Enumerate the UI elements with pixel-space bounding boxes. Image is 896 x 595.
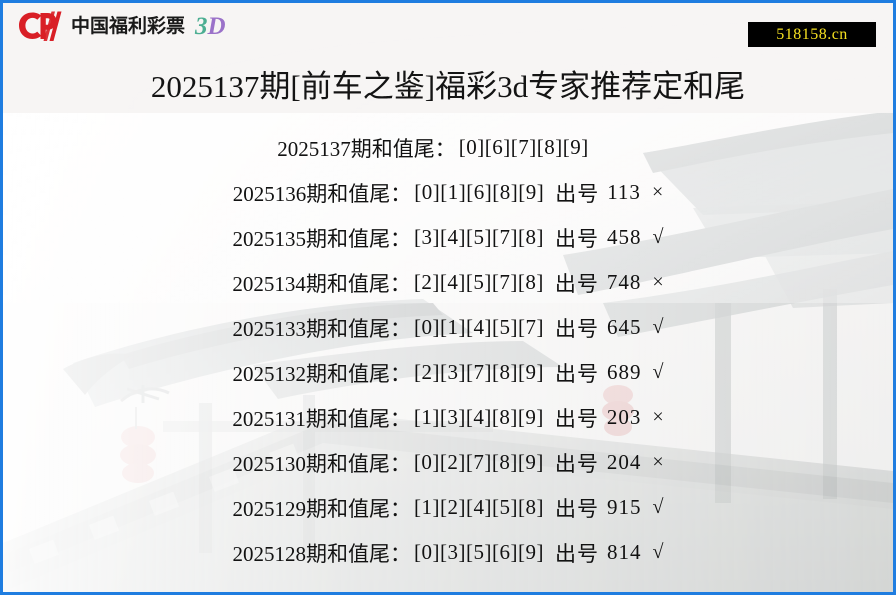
draw-label: 出号 bbox=[554, 406, 599, 431]
list-item: 2025135期和值尾 ： [3][4][5][7][8] 出号 458 √ bbox=[233, 215, 664, 260]
draw-number: 748 bbox=[606, 270, 642, 294]
result-mark: × bbox=[651, 181, 664, 203]
issue-label: 2025137期和值尾 bbox=[277, 136, 435, 161]
list-item: 2025137期和值尾 ： [0][6][7][8][9] bbox=[277, 125, 618, 170]
result-mark: √ bbox=[652, 361, 664, 383]
result-mark: × bbox=[652, 406, 664, 428]
sum-tail-values: [0][2][7][8][9] bbox=[413, 450, 544, 474]
list-item: 2025134期和值尾 ： [2][4][5][7][8] 出号 748 × bbox=[232, 260, 663, 305]
draw-number: 204 bbox=[606, 450, 642, 474]
colon: ： bbox=[390, 181, 412, 206]
colon: ： bbox=[390, 541, 412, 566]
issue-label: 2025136期和值尾 bbox=[232, 181, 391, 206]
colon: ： bbox=[390, 226, 412, 251]
list-item: 2025136期和值尾 ： [0][1][6][8][9] 出号 113 × bbox=[233, 170, 663, 215]
issue-label: 2025131期和值尾 bbox=[232, 406, 390, 431]
sum-tail-values: [0][1][4][5][7] bbox=[414, 315, 544, 339]
draw-label: 出号 bbox=[554, 451, 599, 476]
draw-number: 458 bbox=[606, 225, 642, 249]
list-item: 2025128期和值尾 ： [0][3][5][6][9] 出号 814 √ bbox=[233, 530, 664, 575]
list-item: 2025133期和值尾 ： [0][1][4][5][7] 出号 645 √ bbox=[233, 305, 664, 350]
draw-label: 出号 bbox=[554, 496, 599, 521]
site-watermark-badge[interactable]: 518158.cn bbox=[748, 22, 876, 47]
colon: ： bbox=[389, 271, 411, 296]
result-mark: √ bbox=[652, 496, 664, 518]
list-item: 2025131期和值尾 ： [1][3][4][8][9] 出号 203 × bbox=[232, 395, 663, 440]
brand-name-3d: 3D bbox=[195, 14, 226, 39]
sum-tail-values: [0][3][5][6][9] bbox=[414, 540, 544, 564]
china-welfare-lottery-logo-icon bbox=[19, 11, 62, 41]
result-mark: √ bbox=[652, 541, 664, 563]
brand-3d-digit: 3 bbox=[195, 12, 208, 40]
sum-tail-values: [1][3][4][8][9] bbox=[413, 405, 544, 429]
colon: ： bbox=[434, 136, 456, 161]
brand-logo[interactable]: 中国福利彩票 3D bbox=[17, 9, 226, 43]
issue-label: 2025135期和值尾 bbox=[232, 226, 391, 251]
issue-label: 2025128期和值尾 bbox=[232, 541, 391, 566]
issue-label: 2025133期和值尾 bbox=[232, 316, 391, 341]
sum-tail-values: [0][6][7][8][9] bbox=[458, 135, 589, 159]
draw-label: 出号 bbox=[554, 226, 599, 251]
list-item: 2025129期和值尾 ： [1][2][4][5][8] 出号 915 √ bbox=[233, 485, 664, 530]
draw-number: 814 bbox=[606, 540, 642, 564]
sum-tail-values: [2][4][5][7][8] bbox=[413, 270, 544, 294]
sum-tail-values: [0][1][6][8][9] bbox=[414, 180, 545, 204]
sum-tail-values: [2][3][7][8][9] bbox=[414, 360, 544, 384]
colon: ： bbox=[390, 361, 412, 386]
colon: ： bbox=[390, 316, 412, 341]
draw-label: 出号 bbox=[554, 541, 599, 566]
result-mark: × bbox=[652, 271, 664, 293]
result-mark: √ bbox=[652, 316, 664, 338]
draw-number: 915 bbox=[606, 495, 642, 519]
site-header: 中国福利彩票 3D 518158.cn bbox=[3, 3, 893, 51]
draw-number: 689 bbox=[606, 360, 642, 384]
issue-label: 2025132期和值尾 bbox=[232, 361, 391, 386]
colon: ： bbox=[389, 451, 411, 476]
draw-label: 出号 bbox=[554, 361, 599, 386]
result-mark: √ bbox=[652, 226, 664, 248]
issue-label: 2025134期和值尾 bbox=[232, 271, 390, 296]
prediction-list: 2025137期和值尾 ： [0][6][7][8][9] 2025136期和值… bbox=[3, 125, 893, 575]
draw-number: 645 bbox=[606, 315, 642, 339]
issue-label: 2025130期和值尾 bbox=[232, 451, 390, 476]
draw-label: 出号 bbox=[554, 271, 599, 296]
brand-name-cn: 中国福利彩票 bbox=[71, 14, 186, 37]
draw-number: 203 bbox=[606, 405, 642, 429]
list-item: 2025132期和值尾 ： [2][3][7][8][9] 出号 689 √ bbox=[233, 350, 664, 395]
list-item: 2025130期和值尾 ： [0][2][7][8][9] 出号 204 × bbox=[232, 440, 663, 485]
brand-3d-letter: D bbox=[207, 12, 226, 40]
colon: ： bbox=[390, 496, 412, 521]
draw-label: 出号 bbox=[554, 316, 599, 341]
draw-number: 113 bbox=[607, 180, 641, 204]
result-mark: × bbox=[652, 451, 664, 473]
sum-tail-values: [3][4][5][7][8] bbox=[414, 225, 544, 249]
colon: ： bbox=[389, 406, 411, 431]
page-title: 2025137期[前车之鉴]福彩3d专家推荐定和尾 bbox=[150, 69, 746, 104]
draw-label: 出号 bbox=[555, 181, 600, 206]
sum-tail-values: [1][2][4][5][8] bbox=[414, 495, 544, 519]
issue-label: 2025129期和值尾 bbox=[232, 496, 391, 521]
